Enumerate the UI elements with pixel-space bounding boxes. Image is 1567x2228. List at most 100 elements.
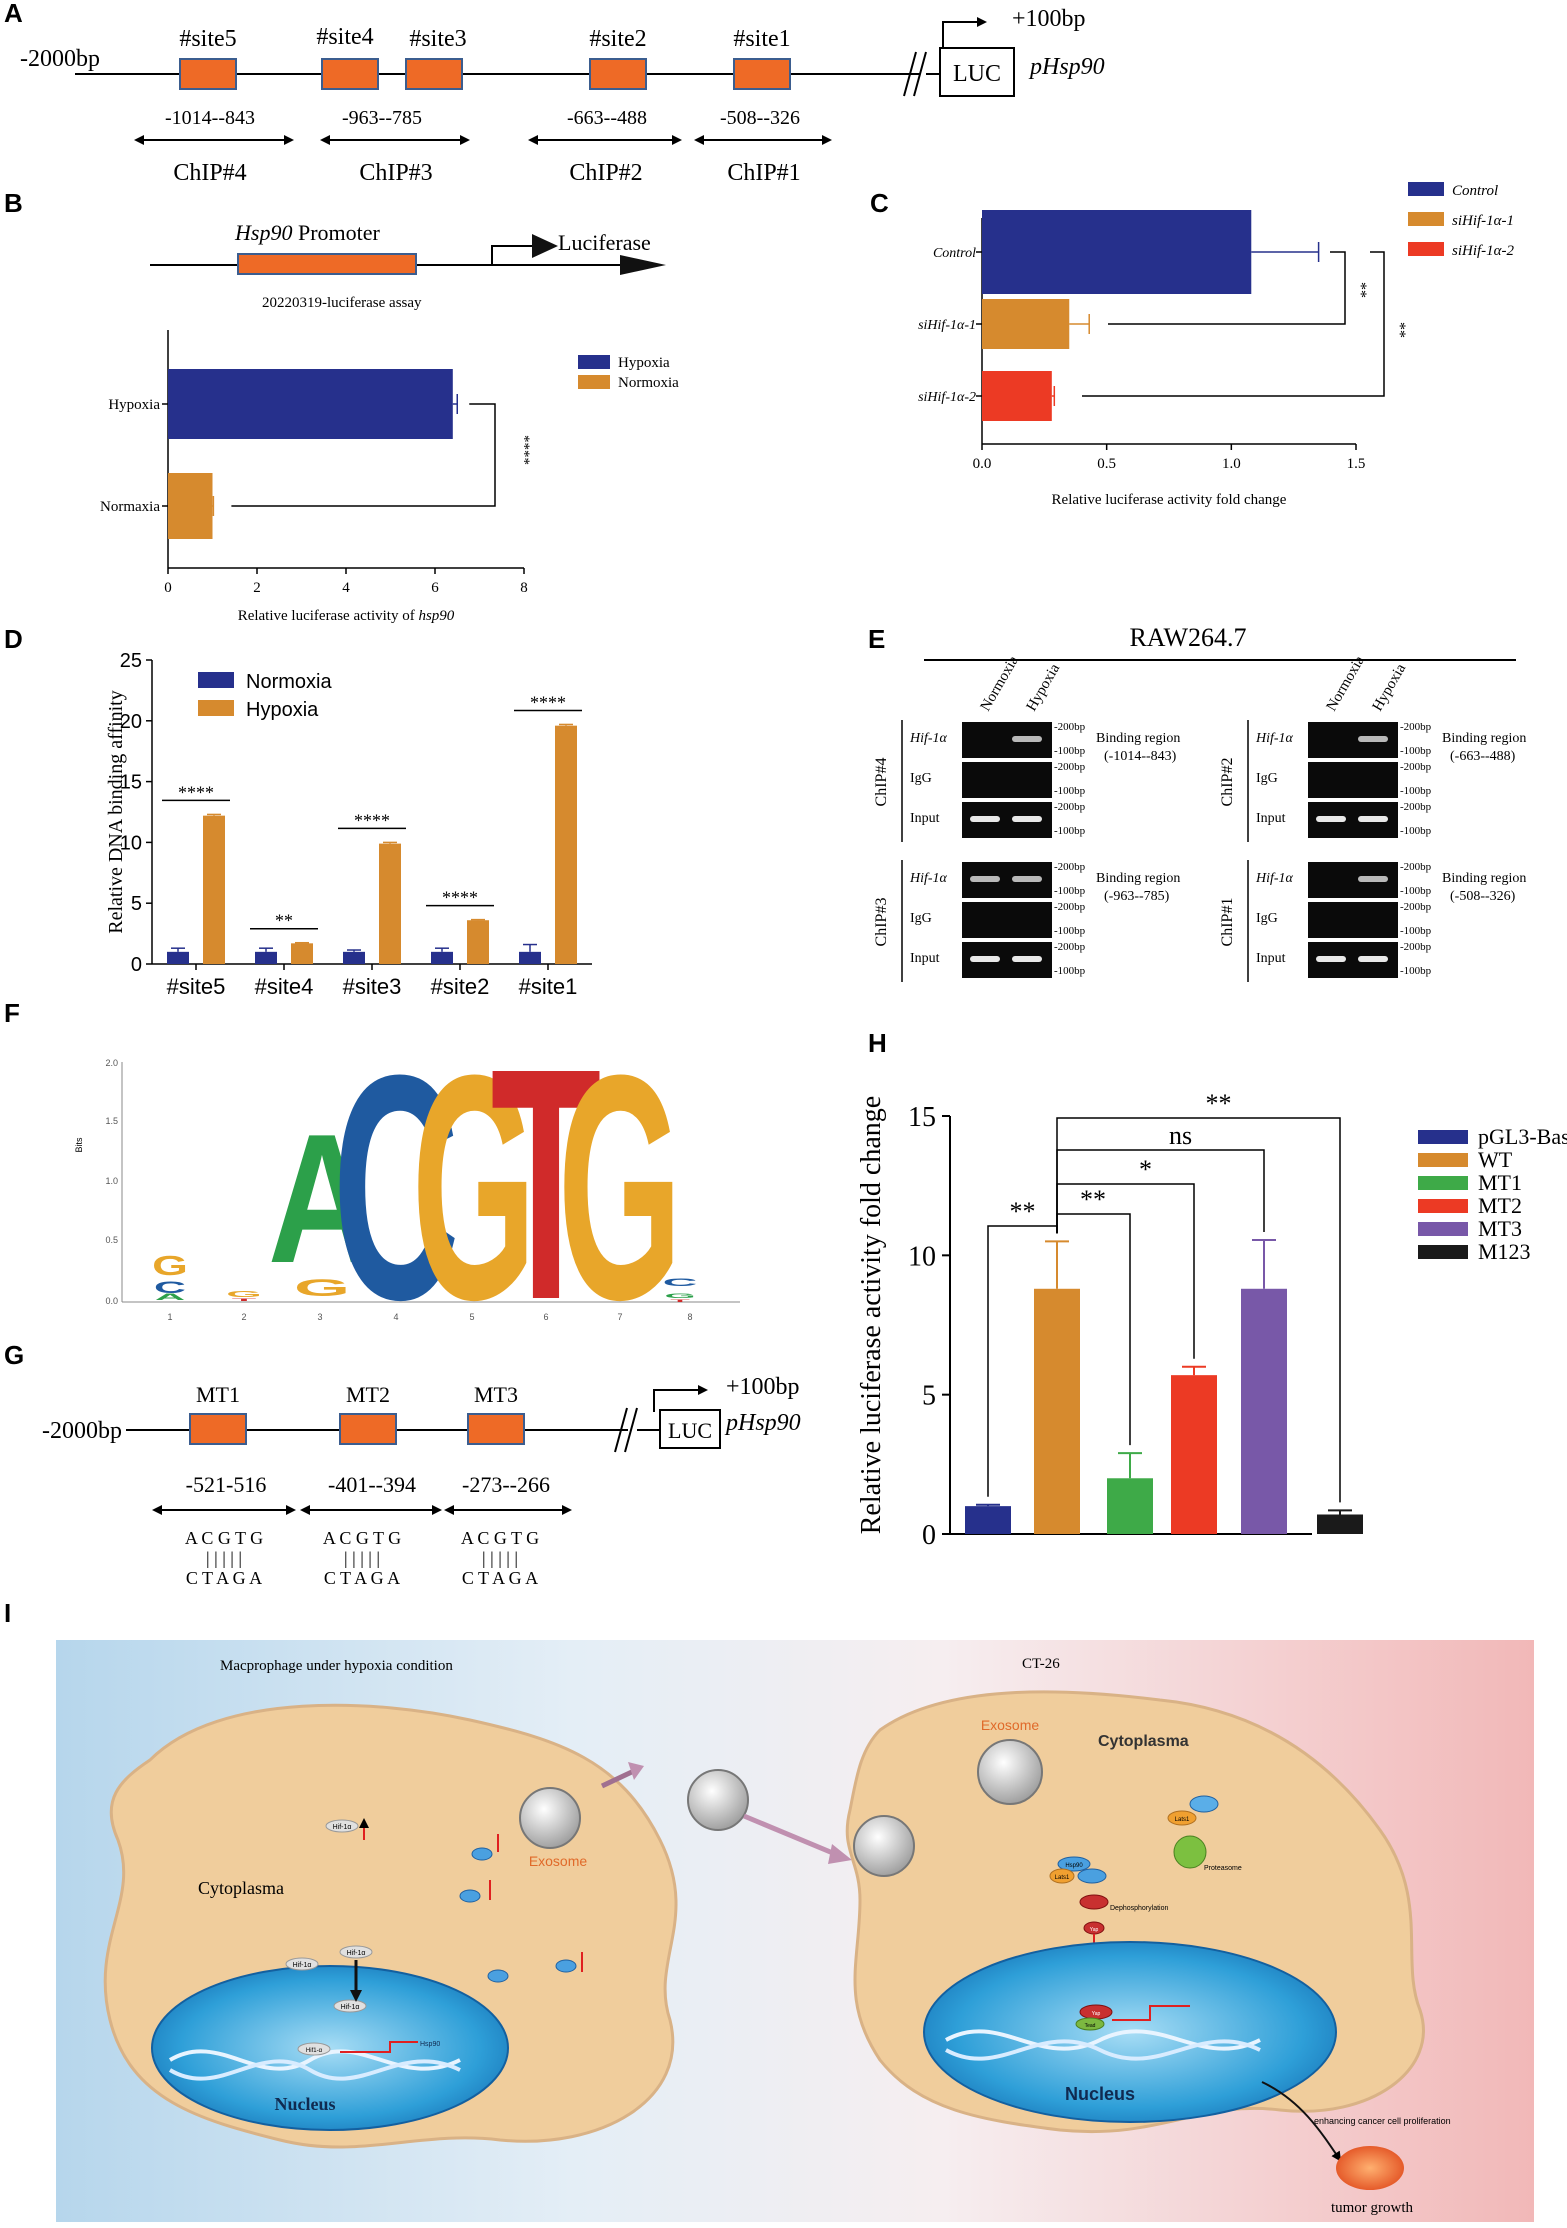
- e-gel-band: [970, 816, 1000, 822]
- panel-b: B Hsp90 Promoter Luciferase 20220319-luc…: [4, 188, 679, 624]
- c-bar: [982, 299, 1070, 349]
- h-bar: [1034, 1288, 1080, 1534]
- i-yap-molecule: [1079, 1894, 1109, 1910]
- a-break-mark: [913, 51, 927, 97]
- f-position: 6: [543, 1312, 548, 1322]
- f-logo-letter-c: C: [332, 1008, 459, 1366]
- d-sig-label: ****: [178, 782, 214, 802]
- panel-c: C Control siHif-1α-1 siHif-1α-2 0.0 0.5 1.0 1.…: [870, 182, 1515, 508]
- i-dephos-label: Dephosphorylation: [1110, 1905, 1168, 1912]
- f-ytick: 1.0: [105, 1176, 118, 1186]
- panel-label-g: G: [4, 1340, 24, 1370]
- d-chart: 0 5 10 15 20 25 Relative DNA binding affinity *…: [105, 650, 592, 999]
- f-logo-letter: G: [152, 1251, 188, 1282]
- h-legend-label: MT3: [1478, 1216, 1522, 1241]
- e-chip-label: ChIP#4: [873, 758, 890, 807]
- a-range-label: -663--488: [567, 107, 647, 129]
- i-hsp90-inline: Hsp90: [1065, 1863, 1083, 1869]
- f-logo-letter-g: G: [412, 1008, 536, 1366]
- b-luciferase-label: Luciferase: [558, 230, 651, 255]
- i-arrowhead: [628, 1762, 644, 1780]
- e-gel-band: [1358, 736, 1388, 742]
- b-promoter-box: [237, 253, 417, 275]
- f-logo-letter-a: A: [268, 1095, 376, 1301]
- h-sig-label: *: [1139, 1155, 1152, 1184]
- b-line-arrowhead: [620, 255, 666, 275]
- panel-h: H 0 5 10 15 Relative luciferase activity fol…: [856, 1028, 1567, 1551]
- a-site-box: [321, 58, 379, 90]
- a-promoter-name: pHsp90: [1028, 54, 1105, 80]
- i-exosome: [853, 1815, 915, 1877]
- g-mut-seq: C T A G A: [462, 1568, 538, 1588]
- c-xtick-label: 0.5: [1097, 456, 1116, 472]
- d-sig-label: **: [275, 911, 293, 931]
- c-bar: [982, 371, 1052, 421]
- d-ytick-label: 25: [120, 650, 142, 672]
- panel-i: I Macprophage under hypoxia condition CT…: [4, 1598, 1534, 2222]
- h-legend-swatch: [1418, 1245, 1468, 1259]
- h-legend-label: pGL3-Basic: [1478, 1124, 1567, 1149]
- h-sig-label: **: [1206, 1089, 1232, 1118]
- e-marker-label: -100bp: [1400, 745, 1432, 757]
- f-logo-letter: T: [232, 1297, 257, 1302]
- a-site-box: [405, 58, 463, 90]
- d-bar: [555, 725, 577, 964]
- a-site-label: #site1: [733, 26, 790, 52]
- e-region-label: Binding region: [1096, 871, 1180, 886]
- a-range-label: -963--785: [342, 107, 422, 129]
- c-category-label: Control: [933, 246, 976, 261]
- a-site-label: #site2: [589, 26, 646, 52]
- d-bar: [379, 843, 401, 964]
- h-chart: 0 5 10 15 Relative luciferase activity fold …: [856, 1089, 1567, 1551]
- c-sig-bracket: [1082, 251, 1385, 397]
- h-legend-swatch: [1418, 1176, 1468, 1190]
- h-sig-label: ns: [1169, 1121, 1192, 1150]
- i-hif-molecule: [333, 1999, 367, 2013]
- g-wt-seq: A C G T G: [185, 1528, 263, 1548]
- a-luc-label: LUC: [953, 61, 1001, 87]
- i-left-title: Macprophage under hypoxia condition: [220, 1658, 453, 1674]
- f-position: 8: [687, 1312, 692, 1322]
- e-chip-label: ChIP#3: [873, 898, 890, 947]
- e-region-label: Binding region: [1442, 871, 1526, 886]
- e-row-label: Input: [910, 811, 940, 826]
- b-category-label: Hypoxia: [108, 397, 160, 413]
- e-region-value: (-963--785): [1104, 889, 1170, 904]
- h-bar: [1107, 1478, 1153, 1534]
- d-ytick-label: 5: [131, 893, 142, 915]
- panel-e: E RAW264.7 Normoxia HypoxiaChIP#4Hif-1α-2…: [868, 623, 1526, 982]
- b-assay-note: 20220319-luciferase assay: [262, 295, 422, 311]
- f-logo-letter: T: [670, 1299, 690, 1303]
- g-wt-seq: A C G T G: [323, 1528, 401, 1548]
- d-bar: [519, 951, 541, 964]
- b-xtick-label: 0: [164, 580, 172, 596]
- e-lane-label: Normoxia: [978, 653, 1022, 714]
- i-transcription-arrow: [1112, 2005, 1190, 2021]
- a-chip-label: ChIP#4: [173, 160, 246, 186]
- d-bar: [291, 943, 313, 964]
- e-gel-strip: [962, 762, 1052, 798]
- g-luc-box: [659, 1409, 721, 1449]
- b-xlabel-gene: hsp90: [418, 608, 454, 624]
- panel-label-d: D: [4, 624, 23, 654]
- i-lats1-inline: Lats1: [1175, 1817, 1190, 1823]
- g-seq-bars: | | | | |: [482, 1548, 518, 1568]
- h-legend-swatch: [1418, 1199, 1468, 1213]
- c-legend-swatch: [1408, 242, 1444, 256]
- e-gel-strip: [962, 902, 1052, 938]
- f-position: 4: [393, 1312, 398, 1322]
- g-wt-seq: A C G T G: [461, 1528, 539, 1548]
- e-row-label: Hif-1α: [1255, 731, 1294, 746]
- i-left-dna: [168, 2049, 461, 2071]
- h-bar: [965, 1506, 1011, 1534]
- f-logo-letter-t: T: [491, 1001, 602, 1369]
- g-mutant-label: MT1: [196, 1382, 240, 1407]
- c-category-label: siHif-1α-1: [918, 318, 976, 333]
- e-lane-label: Normoxia: [1324, 653, 1368, 714]
- c-xtick-label: 1.0: [1222, 456, 1241, 472]
- e-marker-label: -100bp: [1400, 925, 1432, 937]
- e-row-label: IgG: [910, 911, 932, 926]
- c-xtick-label: 0.0: [973, 456, 992, 472]
- i-exosome: [519, 1787, 581, 1849]
